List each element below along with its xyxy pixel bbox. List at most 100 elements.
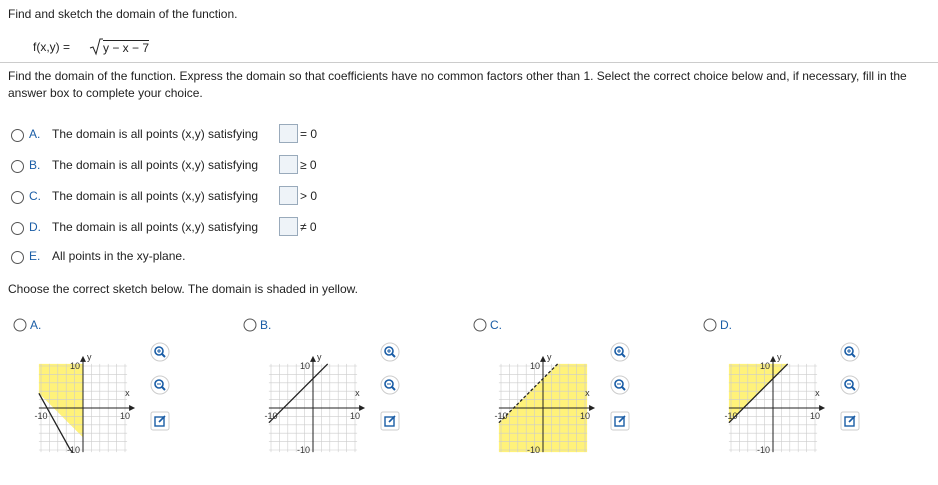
icon-window [614, 416, 625, 427]
axis-arrow [80, 355, 86, 362]
icon-lens [844, 379, 854, 389]
axis-label: x [585, 388, 590, 398]
icon-lens [614, 346, 624, 356]
icon-handle [851, 353, 856, 358]
choice-letter: A. [29, 127, 41, 141]
axis-tick-label: 10 [120, 411, 130, 421]
choice-text: The domain is all points (x,y) satisfyin… [52, 220, 259, 234]
function-radicand: y − x − 7 [103, 40, 150, 55]
answer-box[interactable] [279, 217, 298, 236]
choice-relation: > 0 [300, 189, 318, 203]
axis-tick-label: -10 [297, 445, 310, 455]
answer-box[interactable] [279, 155, 298, 174]
axis-arrow [589, 405, 596, 411]
icon-lens [154, 346, 164, 356]
axis-tick-label: 10 [530, 361, 540, 371]
icon-arrow [618, 415, 626, 423]
sketch-letter: C. [490, 318, 502, 332]
icon-handle [851, 386, 856, 391]
icon-window [384, 416, 395, 427]
axis-tick-label: -10 [67, 445, 80, 455]
icon-handle [161, 386, 166, 391]
radio-button[interactable] [13, 318, 27, 332]
domain-shading [38, 363, 83, 438]
zoom-out-icon[interactable] [150, 375, 170, 395]
axis-tick-label: 10 [300, 361, 310, 371]
icon-lens [844, 346, 854, 356]
instructions: Find the domain of the function. Express… [8, 69, 907, 100]
function-lhs: f(x,y) = [33, 40, 71, 54]
axis-tick-label: -10 [494, 411, 507, 421]
axis-label: y [317, 352, 322, 362]
radio-button[interactable] [11, 129, 24, 142]
axis-arrow [819, 405, 826, 411]
radio-button[interactable] [11, 222, 24, 235]
radio-button[interactable] [473, 318, 487, 332]
choice-relation: = 0 [300, 127, 318, 141]
icon-arrow [158, 415, 166, 423]
choice-text: The domain is all points (x,y) satisfyin… [52, 158, 259, 172]
boundary-line [498, 363, 559, 424]
axis-arrow [540, 355, 546, 362]
sqrt-sign [89, 38, 103, 56]
choice-text: The domain is all points (x,y) satisfyin… [52, 189, 259, 203]
sketch-letter: B. [260, 318, 271, 332]
divider [0, 62, 938, 63]
zoom-in-icon[interactable] [840, 342, 860, 362]
sketch-instructions: Choose the correct sketch below. The dom… [8, 282, 358, 296]
choice-text: The domain is all points (x,y) satisfyin… [52, 127, 259, 141]
choice-text: All points in the xy-plane. [52, 249, 186, 263]
choice-letter: D. [29, 220, 41, 234]
axis-arrow [359, 405, 366, 411]
icon-lens [384, 379, 394, 389]
choice-letter: C. [29, 189, 41, 203]
answer-box[interactable] [279, 186, 298, 205]
radio-button[interactable] [11, 160, 24, 173]
axis-arrow [129, 405, 136, 411]
icon-lens [384, 346, 394, 356]
radio-button[interactable] [11, 251, 24, 264]
axis-tick-label: 10 [70, 361, 80, 371]
choice-relation: ≠ 0 [300, 220, 317, 234]
axis-arrow [770, 355, 776, 362]
axis-label: x [815, 388, 820, 398]
zoom-out-icon[interactable] [610, 375, 630, 395]
zoom-out-icon[interactable] [840, 375, 860, 395]
radio-button[interactable] [703, 318, 717, 332]
axis-tick-label: -10 [724, 411, 737, 421]
icon-arrow [388, 415, 396, 423]
sketch-letter: A. [30, 318, 41, 332]
axis-tick-label: -10 [757, 445, 770, 455]
axis-arrow [310, 355, 316, 362]
icon-lens [154, 379, 164, 389]
sketch-letter: D. [720, 318, 732, 332]
radio-button[interactable] [243, 318, 257, 332]
title: Find and sketch the domain of the functi… [8, 7, 238, 21]
axis-label: y [87, 352, 92, 362]
zoom-in-icon[interactable] [150, 342, 170, 362]
radio-button[interactable] [11, 191, 24, 204]
icon-handle [621, 386, 626, 391]
axis-tick-label: 10 [810, 411, 820, 421]
icon-handle [621, 353, 626, 358]
axis-tick-label: -10 [264, 411, 277, 421]
axis-tick-label: 10 [760, 361, 770, 371]
zoom-in-icon[interactable] [610, 342, 630, 362]
icon-arrow [848, 415, 856, 423]
axis-tick-label: -10 [527, 445, 540, 455]
icon-window [154, 416, 165, 427]
icon-lens [614, 379, 624, 389]
axis-label: y [547, 352, 552, 362]
axis-label: x [125, 388, 130, 398]
zoom-out-icon[interactable] [380, 375, 400, 395]
icon-window [844, 416, 855, 427]
zoom-in-icon[interactable] [380, 342, 400, 362]
axis-label: x [355, 388, 360, 398]
axis-label: y [777, 352, 782, 362]
choice-letter: B. [29, 158, 41, 172]
answer-box[interactable] [279, 124, 298, 143]
boundary-line [728, 363, 789, 424]
icon-handle [391, 353, 396, 358]
boundary-line [38, 392, 73, 453]
